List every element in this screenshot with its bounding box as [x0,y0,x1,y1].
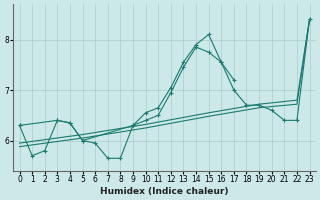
X-axis label: Humidex (Indice chaleur): Humidex (Indice chaleur) [100,187,229,196]
